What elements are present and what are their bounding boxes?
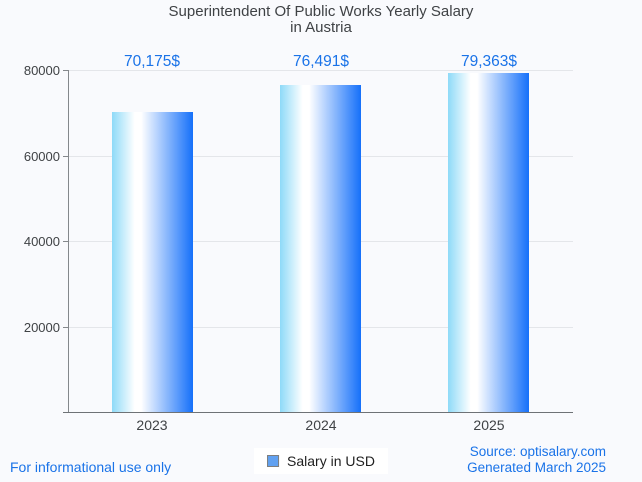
gridline: [68, 70, 573, 71]
legend-label: Salary in USD: [287, 453, 375, 469]
y-axis-tick: [63, 241, 68, 242]
y-axis-label: 60000: [23, 149, 60, 164]
y-axis-tick: [63, 327, 68, 328]
chart-title: Superintendent Of Public Works Yearly Sa…: [0, 4, 642, 36]
legend: Salary in USD: [254, 448, 388, 474]
x-axis-label-2024: 2024: [305, 417, 337, 433]
y-axis-tick: [63, 70, 68, 71]
x-axis-label-2025: 2025: [473, 417, 505, 433]
bar-2025: [448, 73, 529, 412]
value-label-2025: 79,363$: [460, 53, 518, 70]
chart-title-line1: Superintendent Of Public Works Yearly Sa…: [168, 3, 474, 20]
x-axis-baseline: [63, 412, 573, 413]
x-axis-label-2023: 2023: [136, 417, 168, 433]
source-text: Source: optisalary.com: [469, 444, 606, 459]
y-axis-label: 40000: [23, 234, 60, 249]
y-axis-line: [68, 70, 69, 413]
disclaimer-text: For informational use only: [10, 459, 172, 475]
bar-2023: [112, 112, 193, 412]
value-label-2023: 70,175$: [123, 53, 181, 70]
legend-swatch-icon: [267, 455, 280, 467]
chart-title-line2: in Austria: [290, 19, 352, 36]
y-axis-tick: [63, 156, 68, 157]
source-block: Source: optisalary.com Generated March 2…: [467, 444, 606, 475]
bar-2024: [280, 85, 361, 412]
value-label-2024: 76,491$: [292, 53, 350, 70]
y-axis-label: 80000: [23, 63, 60, 78]
y-axis-label: 20000: [23, 320, 60, 335]
generated-text: Generated March 2025: [467, 459, 606, 475]
